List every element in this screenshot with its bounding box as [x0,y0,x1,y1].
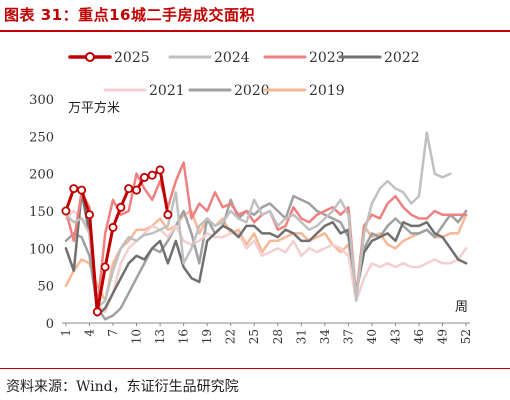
data-point-2025 [92,307,102,317]
source-note: 资料来源：Wind，东证衍生品研究院 [6,379,239,395]
x-tick-label: 7 [106,329,120,337]
data-point-2025 [155,165,165,175]
y-tick-label: 300 [29,93,54,108]
data-point-2025 [132,185,142,195]
x-tick-label: 37 [341,329,355,344]
x-tick-label: 19 [200,329,214,344]
data-point-2025 [77,185,87,195]
x-axis-label: 周 [455,300,468,315]
data-point-2025 [163,210,173,220]
legend-label-2021: 2021 [149,83,185,99]
legend-marker-2025 [85,52,95,62]
x-tick-label: 46 [412,329,426,344]
y-tick-label: 50 [37,280,54,295]
data-point-2025 [108,222,118,232]
x-tick-label: 4 [82,329,96,337]
chart-series [61,131,468,321]
data-point-2025 [84,210,94,220]
y-tick-label: 100 [29,242,54,257]
x-tick-label: 16 [177,329,191,344]
legend-label-2022: 2022 [384,50,420,66]
chart-legend: 2025 2024 2023 2022 2021 2020 2019 [68,50,420,99]
data-point-2025 [61,206,71,216]
source-divider [0,368,510,369]
x-tick-label: 10 [130,329,144,344]
x-tick-label: 22 [224,329,238,344]
x-tick-label: 25 [247,329,261,344]
x-tick-label: 31 [294,329,308,344]
x-tick-label: 49 [436,329,450,344]
series-line-2024 [64,131,452,310]
series-line-2021 [64,209,468,314]
legend-label-2025: 2025 [114,50,150,66]
series-line-2019 [64,209,468,302]
x-tick-label: 1 [59,329,73,337]
title-divider [0,30,510,32]
series-line-2022 [64,191,468,317]
legend-label-2023: 2023 [309,50,345,66]
y-tick-label: 0 [46,317,54,332]
legend-label-2019: 2019 [309,83,345,99]
legend-label-2024: 2024 [214,50,250,66]
chart-axes: 0 50 100 150 200 250 300 1 4 7 10 13 16 19 22 25 28 31 34 3… [29,93,473,344]
data-point-2025 [139,172,149,182]
x-tick-label: 28 [271,329,285,344]
data-point-2025 [69,184,79,194]
line-chart: 2025 2024 2023 2022 2021 2020 2019 0 50 100 150 20… [29,50,473,344]
chart-title: 图表 31：重点16城二手房成交面积 [4,6,255,24]
data-point-2025 [124,184,134,194]
y-tick-label: 250 [29,130,54,145]
y-tick-label: 150 [29,205,54,220]
y-tick-label: 200 [29,168,54,183]
data-point-2025 [116,202,126,212]
legend-label-2020: 2020 [234,83,270,99]
data-point-2025 [147,170,157,180]
x-tick-label: 13 [153,329,167,344]
series-line-2020 [64,194,468,321]
x-tick-label: 34 [318,329,332,345]
series-line-2023 [64,161,468,310]
y-axis-label: 万平方米 [68,100,120,116]
x-tick-label: 43 [388,329,402,344]
x-tick-label: 52 [459,329,473,344]
data-point-2025 [100,262,110,272]
x-tick-label: 40 [365,329,379,344]
